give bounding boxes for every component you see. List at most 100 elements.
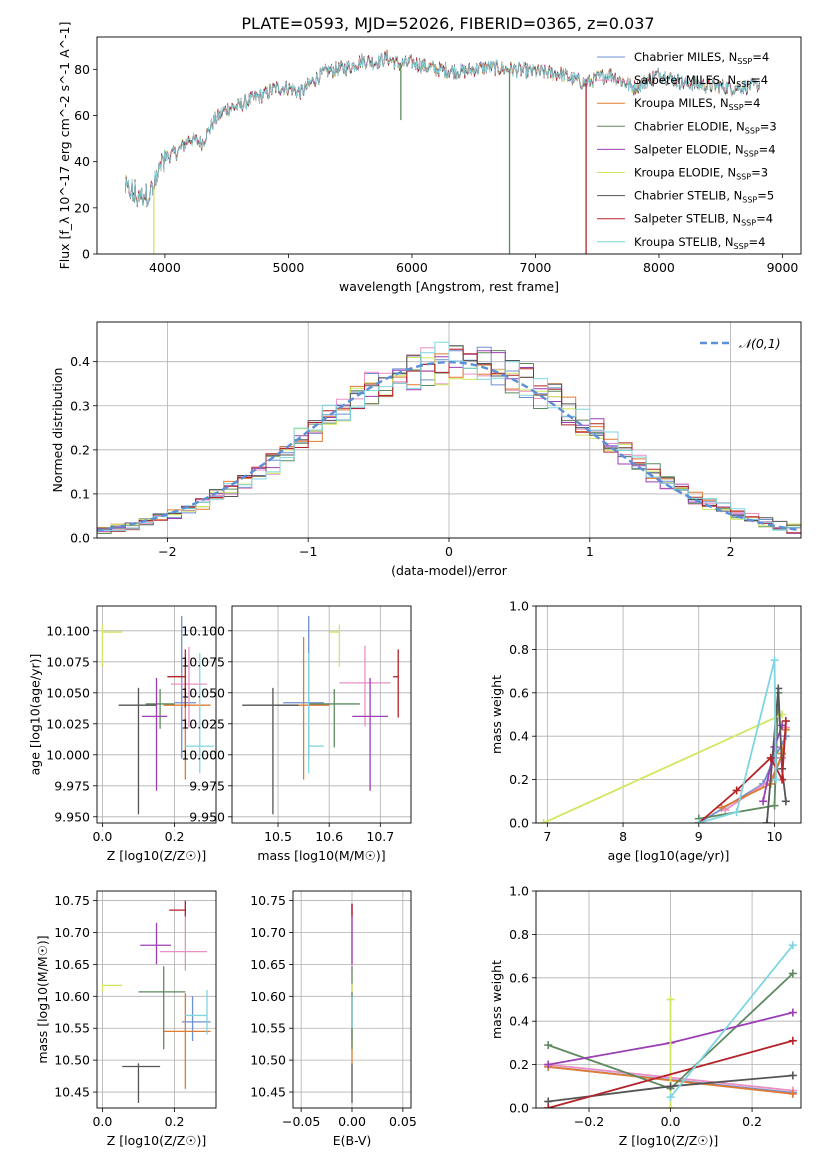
y-tick-label: 10.55 <box>54 1021 90 1036</box>
x-tick-label: 10.5 <box>264 829 292 844</box>
errorbar-point <box>352 677 388 791</box>
y-axis-label: mass weight <box>489 675 504 754</box>
legend-entry: Kroupa ELODIE, NSSP=3 <box>634 166 768 182</box>
y-tick-label: 10.75 <box>54 893 90 908</box>
x-tick-label: 2 <box>727 544 735 559</box>
weight-series-9 <box>669 944 794 1098</box>
weight-marker <box>759 797 768 806</box>
y-axis-label: Flux [f_λ 10^-17 erg cm^-2 s^-1 A^-1] <box>57 22 72 270</box>
weight-marker <box>788 969 797 978</box>
x-tick-label: −0.05 <box>282 1114 320 1129</box>
legend-entry: Salpeter ELODIE, NSSP=4 <box>634 142 776 158</box>
x-tick-label: 5000 <box>273 260 305 275</box>
x-axis-label: Z [log10(Z/Z☉)] <box>107 1133 207 1148</box>
y-tick-label: 1.0 <box>509 884 529 899</box>
x-axis-label: E(B-V) <box>333 1133 372 1148</box>
x-tick-label: 7 <box>543 829 551 844</box>
weight-marker <box>666 1082 675 1091</box>
x-tick-label: 8000 <box>643 260 675 275</box>
y-tick-label: 9.975 <box>54 778 90 793</box>
errorbar-point <box>101 983 123 992</box>
weight-marker <box>788 1071 797 1080</box>
x-tick-label: 9000 <box>767 260 799 275</box>
weight-series-7 <box>766 688 787 823</box>
x-tick-label: −0.2 <box>574 1114 604 1129</box>
spectrum-frame <box>96 36 802 255</box>
y-tick-label: 0.1 <box>70 486 90 501</box>
y-tick-label: 10.025 <box>46 716 90 731</box>
errorbar-point <box>163 993 211 1089</box>
errorbar-point <box>118 687 157 815</box>
errorbar-point <box>138 966 186 1050</box>
y-tick-label: 0.6 <box>509 685 529 700</box>
y-tick-label: 10.075 <box>46 654 90 669</box>
x-tick-label: 7000 <box>520 260 552 275</box>
y-tick-label: 10.55 <box>250 1021 286 1036</box>
weight-marker <box>544 1041 553 1050</box>
x-tick-label: 0.0 <box>92 829 112 844</box>
x-tick-label: 0.0 <box>661 1114 681 1129</box>
y-tick-label: 0.4 <box>509 1014 529 1029</box>
y-tick-label: 60 <box>74 108 90 123</box>
weight-marker <box>666 1093 675 1102</box>
weight-vs-age-panel: 7 8 9 10 0.0 0.2 0.4 0.6 0.8 1.0 age [log10(age/yr… <box>489 599 802 863</box>
y-tick-label: 10.60 <box>250 989 286 1004</box>
weight-marker <box>732 808 741 817</box>
age-vs-Z-panel: 0.0 0.2 9.950 9.975 10.000 10.025 10.050 10.075… <box>28 605 217 863</box>
errorbar-point <box>140 922 171 965</box>
mass-vs-Z-panel: 0.0 0.2 10.45 10.50 10.55 10.60 10.65 10.70 10.7… <box>35 890 217 1148</box>
legend-entry: Kroupa STELIB, NSSP=4 <box>634 235 765 251</box>
y-tick-label: 0.0 <box>509 1101 529 1116</box>
y-tick-label: 10.025 <box>181 716 225 731</box>
y-tick-label: 20 <box>74 200 90 215</box>
errorbar-point <box>339 645 391 727</box>
y-tick-label: 0.2 <box>509 1057 529 1072</box>
spectrum-panel: 4000 5000 6000 7000 8000 9000 0 20 40 60 80 wavelen… <box>57 22 802 294</box>
y-axis-label: mass [log10(M/M☉)] <box>35 935 50 1063</box>
y-axis-label: mass weight <box>489 960 504 1039</box>
mass-vs-ebv-frame <box>292 890 412 1109</box>
weight-marker <box>539 819 548 823</box>
y-tick-label: 10.050 <box>181 685 225 700</box>
y-tick-label: 0.4 <box>70 354 90 369</box>
y-tick-label: 0.3 <box>70 398 90 413</box>
weight-marker <box>717 803 726 812</box>
mass-vs-Z-frame <box>96 890 217 1109</box>
weight-marker <box>544 1060 553 1069</box>
weight-marker <box>770 656 779 665</box>
age-vs-mass-panel: 10.5 10.6 10.7 9.950 9.975 10.000 10.025 10.050… <box>181 605 412 863</box>
figure-title: PLATE=0593, MJD=52026, FIBERID=0365, z=0… <box>241 14 654 33</box>
x-tick-label: 4000 <box>149 260 181 275</box>
y-tick-label: 9.975 <box>189 778 225 793</box>
x-axis-label: Z [log10(Z/Z☉)] <box>107 848 207 863</box>
x-tick-label: 0.05 <box>389 1114 417 1129</box>
weight-marker <box>788 1089 797 1098</box>
residual-histogram-9 <box>97 341 801 532</box>
errorbar-point <box>145 689 175 729</box>
legend-entry: Salpeter STELIB, NSSP=4 <box>634 212 773 228</box>
y-axis-label: Normed distribution <box>50 368 65 493</box>
legend-entry: Chabrier ELODIE, NSSP=3 <box>634 119 777 135</box>
legend-entry: 𝒩(0,1) <box>739 336 781 351</box>
y-tick-label: 10.100 <box>46 623 90 638</box>
weight-marker <box>762 819 771 823</box>
x-tick-label: −2 <box>158 544 176 559</box>
y-tick-label: 10.000 <box>46 747 90 762</box>
y-tick-label: 10.65 <box>54 957 90 972</box>
spectrum-line-9 <box>125 52 761 207</box>
y-tick-label: 10.60 <box>54 989 90 1004</box>
y-tick-label: 0.0 <box>509 816 529 831</box>
x-tick-label: 1 <box>586 544 594 559</box>
y-tick-label: 10.50 <box>54 1053 90 1068</box>
errorbar-point <box>101 624 123 667</box>
weight-vs-Z-frame <box>535 890 802 1109</box>
x-tick-label: 8 <box>619 829 627 844</box>
errorbar-point <box>242 687 299 815</box>
age-vs-Z-plot-area <box>101 615 215 815</box>
x-axis-label: age [log10(age/yr)] <box>608 848 730 863</box>
errorbar-point <box>308 689 360 748</box>
weight-marker <box>770 801 779 810</box>
weight-marker <box>788 1008 797 1017</box>
weight-marker <box>781 717 790 726</box>
